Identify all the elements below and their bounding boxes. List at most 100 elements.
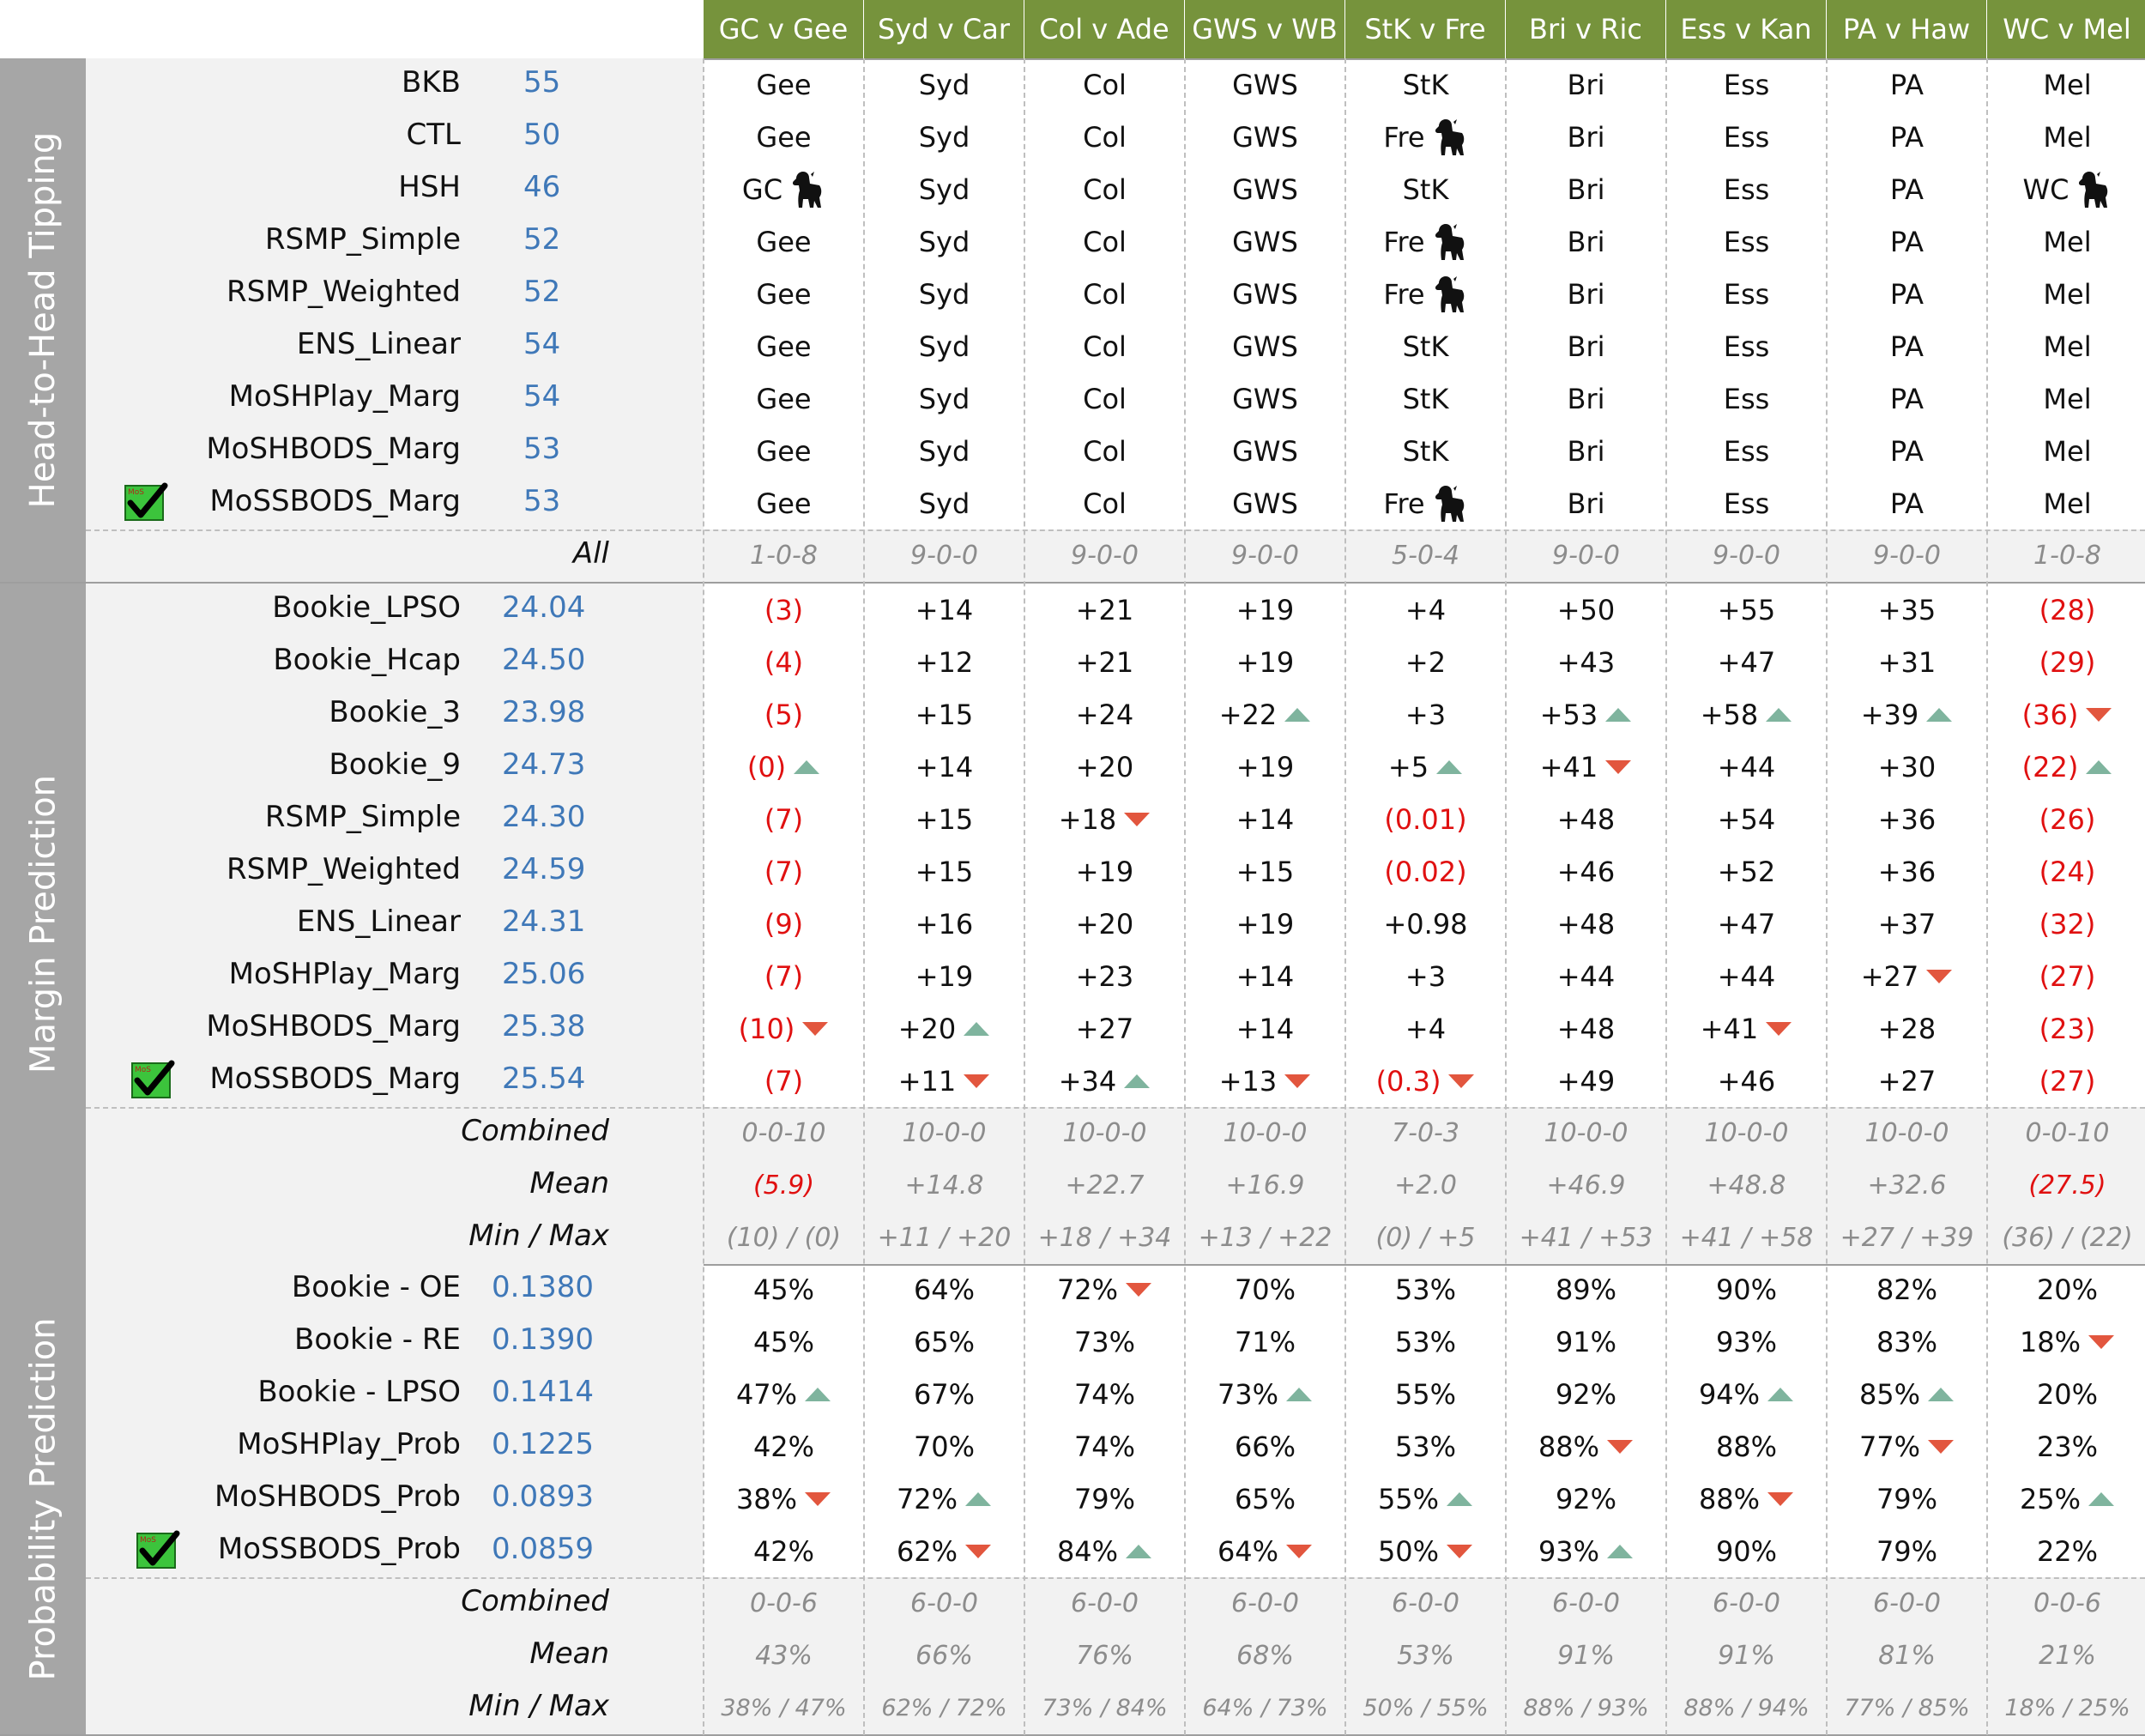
row-label: MoSHPlay_Marg (228, 957, 461, 991)
table-cell: 53% (1345, 1316, 1506, 1368)
cell-value: 18% (2019, 1325, 2082, 1358)
row-score: 52 (523, 222, 561, 257)
table-cell: Fre (1345, 477, 1506, 529)
cell-value: GC (741, 172, 783, 206)
cell-value: +14 (915, 750, 974, 783)
table-cell: (32) (1987, 898, 2145, 950)
cell-value: 20% (2036, 1377, 2099, 1411)
table-cell: +24 (1024, 688, 1185, 741)
table-cell: Gee (704, 215, 864, 268)
summary-cell: 9-0-0 (1071, 541, 1139, 571)
summary-separator (86, 1577, 2145, 1579)
cell-value: 25% (2019, 1482, 2082, 1515)
table-cell: 72% (864, 1473, 1024, 1525)
cell-value: StK (1402, 68, 1449, 101)
table-cell: +19 (1185, 741, 1345, 793)
cell-value: +48 (1556, 802, 1616, 836)
table-cell: Syd (864, 58, 1024, 111)
cell-value: 47% (735, 1377, 798, 1411)
checkmark-badge-icon: MoS (131, 1060, 175, 1098)
table-cell: Fre (1345, 111, 1506, 163)
table-cell: 89% (1506, 1263, 1666, 1316)
table-cell: Gee (704, 58, 864, 111)
cell-value: (23) (2039, 1012, 2096, 1045)
table-cell: 88% (1506, 1420, 1666, 1473)
cell-value: Syd (918, 120, 970, 154)
table-cell: 74% (1024, 1420, 1185, 1473)
table-cell: +22 (1185, 688, 1345, 741)
row-label: ENS_Linear (296, 327, 461, 361)
cell-value: Bri (1567, 225, 1605, 258)
cell-value: 22% (2036, 1534, 2099, 1568)
table-cell: Col (1024, 477, 1185, 529)
cell-value: (0.02) (1384, 855, 1467, 888)
cell-value: Col (1083, 68, 1127, 101)
cell-value: +34 (1058, 1064, 1117, 1098)
table-cell: +14 (1185, 950, 1345, 1002)
row-score: 25.06 (502, 957, 586, 991)
cell-value: Syd (918, 487, 970, 520)
table-cell: +27 (1024, 1002, 1185, 1055)
table-cell: GWS (1185, 215, 1345, 268)
table-cell: 70% (864, 1420, 1024, 1473)
summary-cell: 88% / 93% (1523, 1695, 1649, 1721)
summary-cell: 91% (1557, 1641, 1615, 1671)
table-cell: Syd (864, 320, 1024, 372)
column-header-4: GWS v WB (1185, 0, 1344, 58)
summary-cell: 10-0-0 (1544, 1118, 1628, 1148)
cell-value: PA (1889, 487, 1924, 520)
summary-cell: 9-0-0 (1713, 541, 1780, 571)
checkmark-badge-icon: MoS (136, 1530, 180, 1569)
table-cell: +20 (864, 1002, 1024, 1055)
summary-cell: +27 / +39 (1840, 1223, 1974, 1253)
table-cell: Ess (1666, 163, 1827, 215)
cell-value: 64% (1217, 1534, 1279, 1568)
row-score: 24.30 (502, 800, 586, 834)
table-cell: +48 (1506, 1002, 1666, 1055)
cell-value: Ess (1723, 277, 1770, 311)
cell-value: (29) (2039, 645, 2096, 679)
cell-value: 77% (1858, 1430, 1921, 1463)
up-arrow-icon (805, 1387, 831, 1401)
summary-cell: 88% / 94% (1683, 1695, 1810, 1721)
column-separator (1024, 58, 1025, 1735)
cell-value: Gee (756, 225, 812, 258)
cell-value: +15 (915, 802, 974, 836)
table-cell: Syd (864, 268, 1024, 320)
cell-value: (4) (764, 645, 804, 679)
summary-cell: 43% (755, 1641, 813, 1671)
down-arrow-icon (1286, 1544, 1313, 1558)
cell-value: +3 (1405, 959, 1447, 993)
table-cell: +55 (1666, 584, 1827, 636)
cell-value: (7) (764, 1064, 804, 1098)
cell-value: Bri (1567, 277, 1605, 311)
row-label: Bookie - LPSO (257, 1375, 461, 1409)
table-cell: 94% (1666, 1368, 1827, 1420)
down-arrow-icon (1928, 1439, 1955, 1454)
summary-cell: 6-0-0 (910, 1588, 978, 1618)
up-arrow-icon (1124, 1074, 1151, 1088)
table-cell: +35 (1827, 584, 1987, 636)
table-cell: 93% (1666, 1316, 1827, 1368)
down-arrow-icon (1766, 1021, 1792, 1036)
table-cell: +14 (864, 584, 1024, 636)
table-cell: 18% (1987, 1316, 2145, 1368)
table-cell: StK (1345, 320, 1506, 372)
table-cell: (0.02) (1345, 845, 1506, 898)
cell-value: 73% (1217, 1377, 1279, 1411)
cell-value: 66% (1234, 1430, 1296, 1463)
cell-value: 90% (1715, 1273, 1778, 1306)
cell-value: Ess (1723, 172, 1770, 206)
down-arrow-icon (1447, 1544, 1473, 1558)
cell-value: GWS (1232, 382, 1298, 415)
cell-value: Col (1083, 172, 1127, 206)
cell-value: +41 (1700, 1012, 1759, 1045)
table-cell: +15 (1185, 845, 1345, 898)
table-cell: (7) (704, 793, 864, 845)
cell-value: 20% (2036, 1273, 2099, 1306)
table-cell: Ess (1666, 425, 1827, 477)
cell-value: 90% (1715, 1534, 1778, 1568)
section-band-tipping (0, 58, 86, 582)
cell-value: (27) (2039, 959, 2096, 993)
cell-value: 65% (1234, 1482, 1296, 1515)
